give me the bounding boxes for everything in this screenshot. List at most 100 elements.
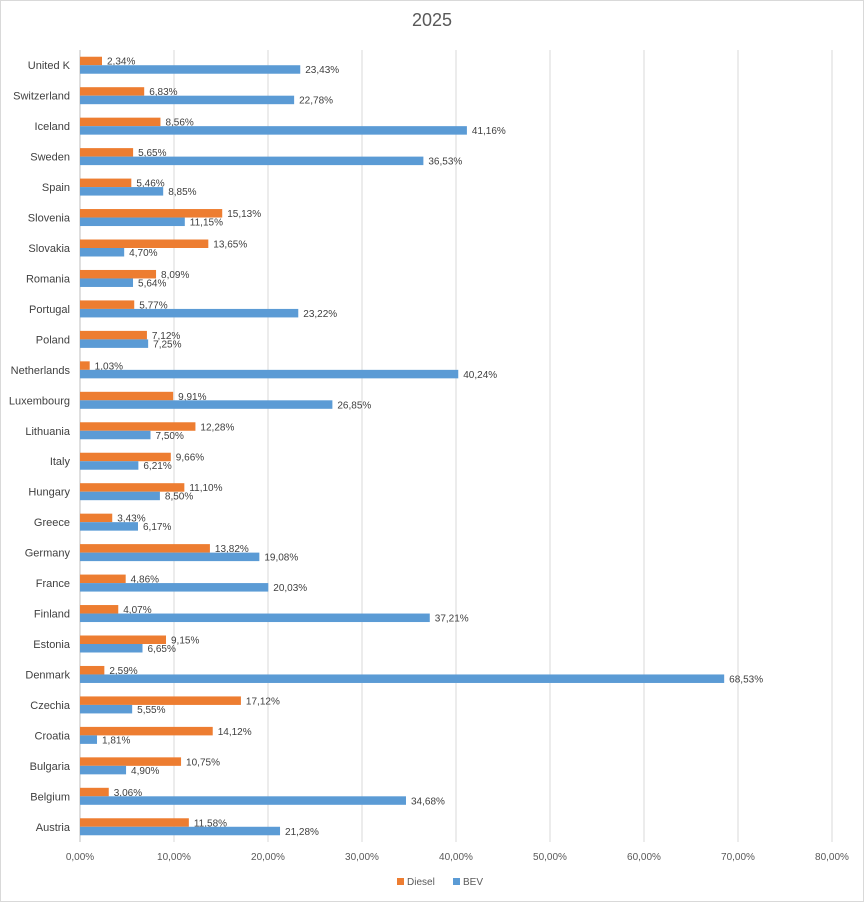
data-label: 4,90% <box>131 766 159 777</box>
diesel-bar <box>80 787 109 797</box>
data-label: 8,09% <box>161 270 189 281</box>
diesel-bar <box>80 544 210 553</box>
diesel-bar <box>80 574 126 584</box>
bev-bar <box>80 126 467 135</box>
x-tick-label: 10,00% <box>157 852 191 863</box>
diesel-bar <box>80 422 196 431</box>
data-label: 37,21% <box>435 614 469 625</box>
bev-bar <box>80 65 301 74</box>
bev-bar <box>80 765 127 775</box>
x-tick-label: 40,00% <box>439 852 473 863</box>
diesel-bar <box>80 239 209 248</box>
data-label: 8,50% <box>165 492 193 503</box>
category-label: Netherlands <box>11 365 71 377</box>
bev-bar <box>80 461 139 470</box>
data-label: 11,58% <box>194 818 227 829</box>
diesel-bar <box>80 361 90 370</box>
data-label: 2,34% <box>107 57 135 68</box>
data-label: 5,65% <box>138 148 166 159</box>
data-label: 7,50% <box>156 431 184 442</box>
bev-bar <box>80 644 143 653</box>
data-label: 34,68% <box>411 796 445 807</box>
bev-bar <box>80 278 134 287</box>
bev-bar <box>80 522 138 531</box>
x-tick-label: 70,00% <box>721 852 755 863</box>
legend-label: BEV <box>463 877 483 888</box>
bev-bar <box>80 704 133 714</box>
bev-bar <box>80 217 185 227</box>
bev-bar <box>80 613 430 623</box>
category-label: Finland <box>34 609 70 621</box>
data-label: 6,65% <box>148 644 176 655</box>
bev-bar <box>80 400 333 409</box>
data-label: 6,21% <box>143 461 171 472</box>
bev-bar <box>80 552 260 562</box>
data-label: 5,46% <box>136 179 164 190</box>
chart-title: 2025 <box>411 10 453 30</box>
category-label: Hungary <box>28 487 70 499</box>
data-label: 9,66% <box>176 453 204 464</box>
data-label: 4,07% <box>123 605 151 616</box>
data-label: 5,64% <box>138 278 166 289</box>
legend-swatch <box>397 878 404 885</box>
category-label: Slovakia <box>28 243 70 255</box>
category-label: United K <box>28 60 71 72</box>
data-label: 2,59% <box>109 666 137 677</box>
bev-bar <box>80 308 299 318</box>
bev-bar <box>80 491 160 501</box>
category-label: Belgium <box>30 791 70 803</box>
x-tick-label: 20,00% <box>251 852 285 863</box>
data-label: 19,08% <box>264 553 298 564</box>
diesel-bar <box>80 452 171 462</box>
diesel-bar <box>80 209 223 218</box>
bev-bar <box>80 187 164 196</box>
diesel-bar <box>80 726 213 736</box>
data-label: 11,15% <box>190 218 223 229</box>
diesel-bar <box>80 117 161 127</box>
x-tick-label: 30,00% <box>345 852 379 863</box>
diesel-bar <box>80 605 119 614</box>
category-label: Luxembourg <box>9 395 70 407</box>
legend-swatch <box>453 878 460 885</box>
data-label: 4,70% <box>129 248 157 259</box>
bev-bar <box>80 156 424 166</box>
category-label: Germany <box>25 548 71 560</box>
diesel-bar <box>80 269 157 279</box>
category-label: Austria <box>36 822 71 834</box>
x-tick-label: 80,00% <box>815 852 849 863</box>
data-label: 7,12% <box>152 331 180 342</box>
diesel-bar <box>80 148 134 157</box>
diesel-bar <box>80 696 241 705</box>
diesel-bar <box>80 818 189 827</box>
data-label: 40,24% <box>463 370 497 381</box>
diesel-bar <box>80 757 182 766</box>
diesel-bar <box>80 300 135 309</box>
bev-bar <box>80 583 269 592</box>
x-tick-label: 0,00% <box>66 852 94 863</box>
category-label: Lithuania <box>25 426 71 438</box>
data-label: 36,53% <box>428 157 462 168</box>
data-label: 5,55% <box>137 705 165 716</box>
bev-bar <box>80 95 295 105</box>
bev-bar <box>80 796 406 805</box>
data-label: 7,25% <box>153 339 181 350</box>
diesel-bar <box>80 483 185 492</box>
legend-label: Diesel <box>407 877 435 888</box>
category-label: Bulgaria <box>30 761 71 773</box>
data-label: 9,91% <box>178 392 206 403</box>
data-label: 22,78% <box>299 96 333 107</box>
data-label: 12,28% <box>200 422 234 433</box>
data-label: 8,85% <box>168 187 196 198</box>
diesel-bar <box>80 635 167 644</box>
bev-bar <box>80 826 281 836</box>
diesel-bar <box>80 56 102 66</box>
data-label: 1,81% <box>102 735 130 746</box>
category-label: Spain <box>42 182 70 194</box>
data-label: 5,77% <box>139 300 167 311</box>
data-label: 23,22% <box>303 309 337 320</box>
bev-bar <box>80 735 98 744</box>
bev-bar <box>80 369 459 379</box>
data-label: 6,17% <box>143 522 171 533</box>
diesel-bar <box>80 391 174 401</box>
